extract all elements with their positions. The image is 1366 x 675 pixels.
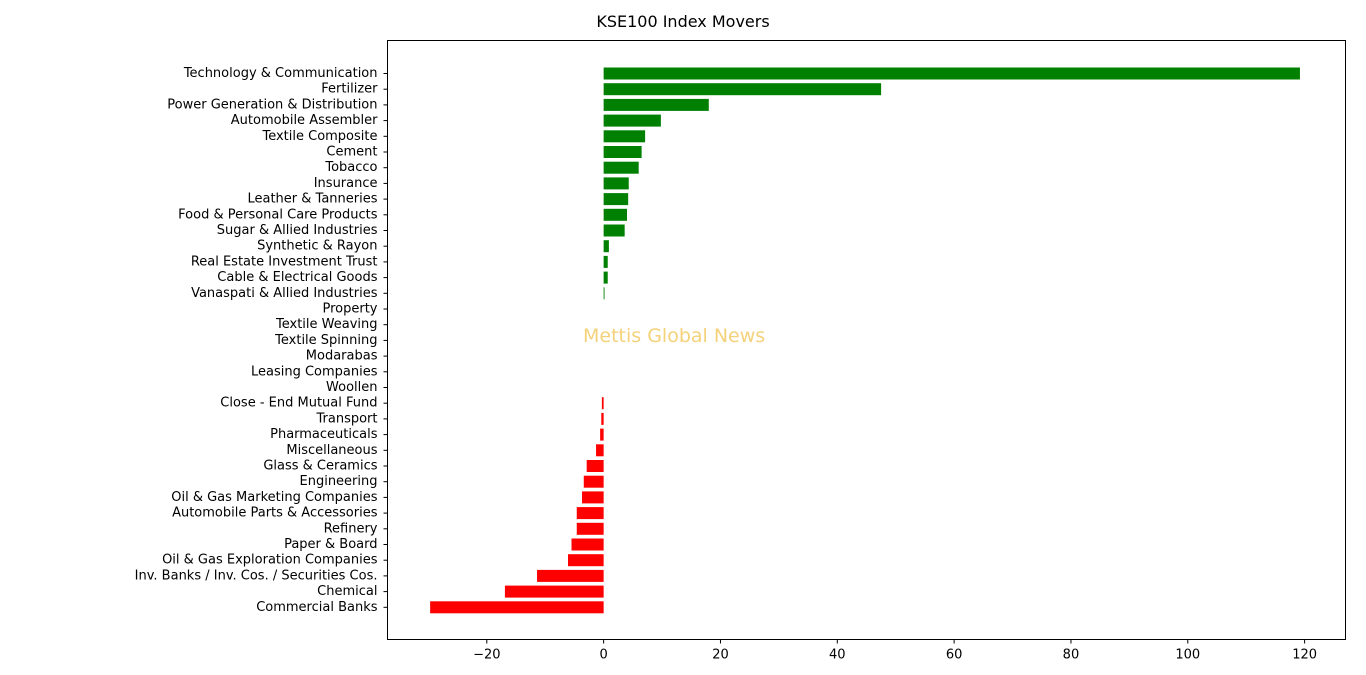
category-label: Textile Composite <box>261 129 377 144</box>
x-ticks-group: −20 0 20 40 60 80 100 120 <box>473 639 1317 663</box>
bar <box>576 507 604 520</box>
category-label: Miscellaneous <box>286 443 377 458</box>
category-label: Textile Spinning <box>274 333 377 348</box>
category-label: Cable & Electrical Goods <box>217 270 377 285</box>
bar <box>603 208 627 221</box>
bar <box>576 522 604 535</box>
category-label: Property <box>322 302 377 317</box>
bar <box>603 98 709 111</box>
x-tick-label: 60 <box>946 648 963 663</box>
bar <box>603 271 608 284</box>
category-label: Cement <box>326 145 377 160</box>
bar <box>603 224 625 237</box>
category-label: Textile Weaving <box>275 317 378 332</box>
category-label: Real Estate Investment Trust <box>191 254 378 269</box>
category-label: Commercial Banks <box>256 600 378 615</box>
x-tick-label: −20 <box>473 648 500 663</box>
bar <box>603 114 661 127</box>
category-label: Refinery <box>324 521 378 536</box>
bar <box>603 146 642 158</box>
x-tick-label: 100 <box>1175 648 1200 663</box>
bar <box>603 255 608 268</box>
category-label: Oil & Gas Marketing Companies <box>171 490 377 505</box>
bar <box>603 240 609 253</box>
category-label: Engineering <box>300 474 378 489</box>
category-label: Automobile Parts & Accessories <box>172 506 378 521</box>
bar <box>603 193 629 206</box>
category-labels-group: Technology & CommunicationFertilizerPowe… <box>135 66 388 615</box>
chart-title: KSE100 Index Movers <box>596 12 770 31</box>
category-label: Close - End Mutual Fund <box>220 396 377 411</box>
bar <box>568 554 604 567</box>
category-label: Leather & Tanneries <box>247 192 377 207</box>
bar <box>582 491 604 504</box>
x-tick-label: 120 <box>1292 648 1317 663</box>
category-label: Food & Personal Care Products <box>178 207 378 222</box>
x-tick-label: 0 <box>599 648 607 663</box>
category-label: Vanaspati & Allied Industries <box>191 286 378 301</box>
plot-frame <box>387 40 1346 640</box>
bar <box>601 412 604 425</box>
watermark: Mettis Global News <box>583 325 766 347</box>
category-label: Paper & Board <box>284 537 377 552</box>
bar <box>603 83 882 96</box>
bar <box>596 444 604 457</box>
category-label: Technology & Communication <box>183 66 378 81</box>
bar <box>601 397 604 410</box>
bar <box>603 67 1300 80</box>
category-label: Modarabas <box>306 349 378 364</box>
bar <box>571 538 604 551</box>
bars-group <box>430 67 1300 614</box>
category-label: Glass & Ceramics <box>263 459 377 474</box>
bar <box>603 130 646 143</box>
category-label: Pharmaceuticals <box>270 427 378 442</box>
category-label: Power Generation & Distribution <box>167 97 377 112</box>
x-tick-label: 40 <box>829 648 846 663</box>
bar <box>600 428 604 441</box>
bar <box>603 177 629 190</box>
category-label: Automobile Assembler <box>231 113 378 128</box>
category-label: Oil & Gas Exploration Companies <box>162 553 378 568</box>
bar <box>537 569 604 582</box>
category-label: Tobacco <box>324 160 377 175</box>
bar <box>504 585 604 598</box>
category-label: Sugar & Allied Industries <box>217 223 378 238</box>
category-label: Transport <box>315 411 377 426</box>
category-label: Woollen <box>326 380 377 395</box>
bar <box>586 460 604 472</box>
x-tick-label: 20 <box>712 648 729 663</box>
category-label: Leasing Companies <box>251 364 378 379</box>
bar <box>603 287 605 300</box>
bar <box>603 161 639 174</box>
category-label: Insurance <box>314 176 378 191</box>
x-tick-label: 80 <box>1063 648 1080 663</box>
category-label: Chemical <box>317 584 377 599</box>
category-label: Inv. Banks / Inv. Cos. / Securities Cos. <box>135 568 378 583</box>
category-label: Fertilizer <box>321 82 378 97</box>
bar <box>430 601 604 614</box>
bar <box>583 475 604 488</box>
category-label: Synthetic & Rayon <box>257 239 377 254</box>
